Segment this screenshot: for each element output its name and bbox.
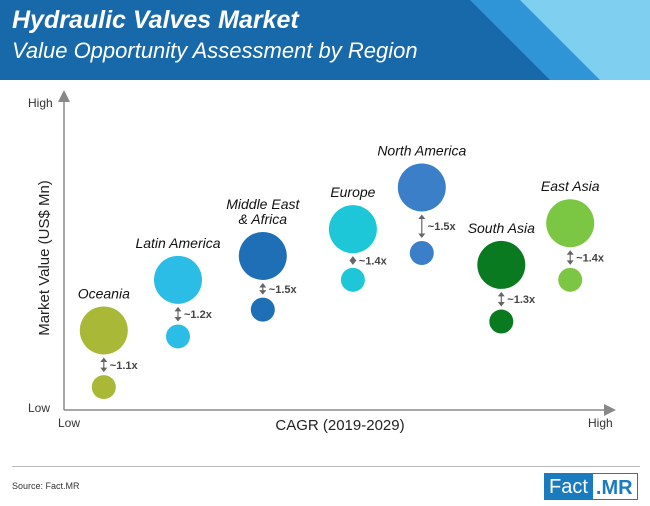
multiplier-label-east-asia: ~1.4x <box>576 253 605 265</box>
banner-stripe-dark <box>0 0 550 80</box>
page-subtitle: Value Opportunity Assessment by Region <box>12 38 418 63</box>
growth-arrow-head-top-north-america <box>418 214 426 219</box>
bubble-small-east-asia <box>558 267 583 292</box>
logo-left: Fact <box>544 473 592 500</box>
bubble-large-latin-america <box>154 255 202 304</box>
bubble-small-oceania <box>91 375 116 400</box>
growth-arrow-head-bottom-east-asia <box>566 260 574 265</box>
factmr-logo: Fact .MR <box>544 473 638 500</box>
growth-arrow-head-bottom-north-america <box>418 233 426 238</box>
growth-arrow-head-top-oceania <box>100 357 108 362</box>
growth-arrow-head-bottom-europe <box>349 260 357 265</box>
bubble-large-oceania <box>79 306 128 355</box>
region-label-oceania: Oceania <box>78 285 130 301</box>
page-title: Hydraulic Valves Market <box>12 6 299 34</box>
bubble-large-north-america <box>397 163 446 212</box>
bubble-large-south-asia <box>477 240 526 289</box>
bubble-small-south-asia <box>489 309 514 334</box>
region-label-south-asia: South Asia <box>468 220 535 236</box>
bubble-small-latin-america <box>166 324 190 349</box>
multiplier-label-middle-east-africa: ~1.5x <box>269 284 298 296</box>
y-axis-label: Market Value (US$ Mn) <box>36 180 53 336</box>
bubble-small-north-america <box>409 241 434 265</box>
region-label-middle-east-africa: Middle East & Africa <box>226 196 300 227</box>
source-note: Source: Fact.MR <box>12 481 80 491</box>
y-tick-high: High <box>28 96 53 110</box>
bubble-large-europe <box>328 205 377 254</box>
multiplier-label-north-america: ~1.5x <box>428 221 457 233</box>
x-tick-high: High <box>588 416 613 430</box>
logo-right: .MR <box>591 473 638 500</box>
region-label-east-asia: East Asia <box>541 178 600 194</box>
bubble-large-east-asia <box>546 199 595 248</box>
growth-arrow-head-top-europe <box>349 256 357 261</box>
growth-arrow-head-bottom-south-asia <box>497 302 505 307</box>
multiplier-label-latin-america: ~1.2x <box>184 309 213 321</box>
growth-arrow-head-bottom-latin-america <box>174 316 182 322</box>
multiplier-label-europe: ~1.4x <box>359 255 388 267</box>
growth-arrow-head-top-middle-east-africa <box>259 282 267 288</box>
bubble-small-middle-east-africa <box>250 297 275 322</box>
bubble-small-europe <box>340 267 365 292</box>
multiplier-label-south-asia: ~1.3x <box>507 294 536 306</box>
bubble-large-middle-east-africa <box>238 231 287 280</box>
x-axis-label: CAGR (2019-2029) <box>275 417 404 434</box>
region-label-europe: Europe <box>330 184 375 200</box>
growth-arrow-head-bottom-middle-east-africa <box>259 290 267 295</box>
chart-marks: ~1.1x Oceania ~1.2x Latin America ~1.5x Middl… <box>78 142 605 400</box>
x-tick-low: Low <box>58 416 80 430</box>
region-label-north-america: North America <box>377 142 466 158</box>
growth-arrow-head-top-latin-america <box>174 306 182 312</box>
y-tick-low: Low <box>28 401 50 415</box>
region-label-latin-america: Latin America <box>135 235 220 251</box>
footer-divider <box>12 466 640 467</box>
growth-arrow-head-top-east-asia <box>566 250 574 255</box>
multiplier-label-oceania: ~1.1x <box>110 360 139 372</box>
growth-arrow-head-bottom-oceania <box>100 367 108 373</box>
growth-arrow-head-top-south-asia <box>497 291 505 297</box>
header-banner <box>0 0 650 80</box>
